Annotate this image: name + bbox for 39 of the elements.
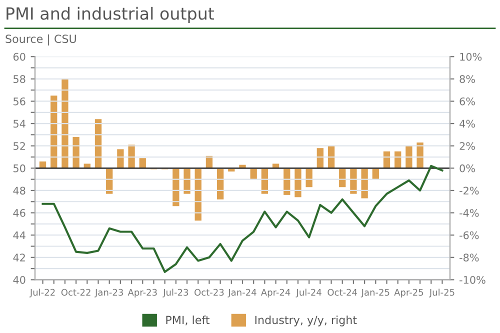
- x-tick-label: Oct-22: [61, 288, 90, 296]
- x-tick-label: Oct-24: [328, 288, 358, 296]
- legend-label: PMI, left: [166, 316, 210, 326]
- y2-tick-label: -10%: [460, 276, 486, 284]
- y2-tick-label: 6%: [460, 97, 475, 106]
- x-tick-label: Jul-22: [29, 288, 55, 298]
- x-tick-label: Oct-23: [194, 288, 224, 296]
- chart-subtitle: Source | CSU: [6, 34, 76, 46]
- y2-tick-label: -2%: [460, 186, 479, 195]
- y2-tick-label: 0%: [460, 164, 475, 172]
- x-tick-label: Jul-23: [162, 288, 188, 298]
- x-tick-label: Jan-23: [94, 288, 123, 298]
- x-tick-label: Apr-24: [260, 288, 290, 298]
- y2-tick-label: 10%: [460, 52, 482, 61]
- y-tick-label: 60: [13, 52, 26, 61]
- x-tick-label: Jan-24: [228, 288, 256, 298]
- y-tick-label: 46: [13, 209, 26, 217]
- y-tick-label: 52: [14, 142, 25, 150]
- y-tick-label: 48: [13, 186, 26, 195]
- y2-tick-label: -6%: [460, 231, 479, 240]
- y-tick-label: 42: [13, 254, 25, 262]
- x-tick-label: Jul-24: [296, 288, 322, 298]
- x-tick-label: Apr-25: [394, 288, 424, 298]
- chart-title: PMI and industrial output: [6, 6, 214, 24]
- y-tick-label: 56: [14, 97, 26, 106]
- y2-tick-label: -4%: [460, 209, 479, 217]
- y-tick-label: 54: [14, 120, 26, 128]
- y-tick-label: 40: [13, 276, 26, 284]
- x-tick-label: Jan-25: [360, 288, 390, 298]
- x-tick-label: Apr-23: [128, 288, 157, 298]
- x-tick-label: Jul-25: [428, 288, 454, 298]
- y2-tick-label: 8%: [460, 75, 475, 84]
- y-tick-label: 58: [14, 75, 26, 84]
- y2-tick-label: 2%: [460, 142, 475, 150]
- legend-label: Industry, y/y, right: [255, 316, 357, 326]
- y-tick-label: 50: [14, 164, 26, 172]
- y-tick-label: 44: [13, 231, 26, 240]
- y2-tick-label: -8%: [460, 254, 479, 262]
- y2-tick-label: 4%: [460, 120, 475, 128]
